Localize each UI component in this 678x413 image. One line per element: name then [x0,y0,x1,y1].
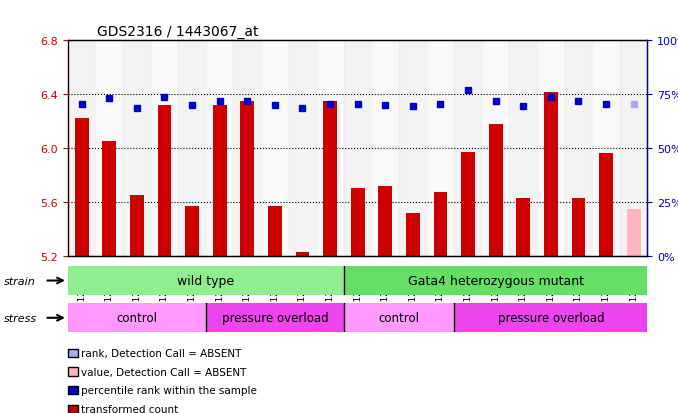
Text: transformed count: transformed count [81,404,178,413]
Bar [620,41,647,256]
Bar [289,41,316,256]
Bar [296,252,309,256]
Bar [461,153,475,256]
Bar [123,41,151,256]
Bar [316,41,344,256]
Text: control: control [117,311,157,325]
Bar [509,41,537,256]
Bar [206,41,233,256]
Bar [178,41,206,256]
Bar [157,106,172,256]
Text: pressure overload: pressure overload [222,311,328,325]
Bar [406,213,420,256]
Bar [454,304,647,332]
Bar [268,206,282,256]
Bar [433,193,447,256]
Bar [378,186,392,256]
Bar [537,41,565,256]
Bar [75,119,89,256]
Text: stress: stress [3,313,37,323]
Bar [323,102,337,256]
Bar [426,41,454,256]
Bar [151,41,178,256]
Text: Gata4 heterozygous mutant: Gata4 heterozygous mutant [407,274,584,287]
Bar [130,196,144,256]
Bar [344,304,454,332]
Bar [213,106,226,256]
Bar [482,41,509,256]
Bar [372,41,399,256]
Text: strain: strain [3,276,35,286]
Bar [544,93,558,256]
Bar [96,41,123,256]
Bar [399,41,426,256]
Bar [68,304,206,332]
Bar [599,154,613,256]
Bar [517,198,530,256]
Text: GDS2316 / 1443067_at: GDS2316 / 1443067_at [97,25,258,39]
Bar [351,189,365,256]
Bar [344,41,372,256]
Bar [626,209,641,256]
Text: control: control [378,311,420,325]
Bar [261,41,289,256]
Bar [344,266,647,295]
Bar [489,125,502,256]
Bar [233,41,261,256]
Text: percentile rank within the sample: percentile rank within the sample [81,385,257,395]
Text: value, Detection Call = ABSENT: value, Detection Call = ABSENT [81,367,247,377]
Bar [454,41,482,256]
Bar [240,102,254,256]
Bar [572,198,585,256]
Bar [593,41,620,256]
Bar [68,41,96,256]
Text: wild type: wild type [177,274,235,287]
Bar [102,142,116,256]
Bar [206,304,344,332]
Text: pressure overload: pressure overload [498,311,604,325]
Bar [565,41,593,256]
Bar [185,206,199,256]
Bar [68,266,344,295]
Text: rank, Detection Call = ABSENT: rank, Detection Call = ABSENT [81,348,242,358]
